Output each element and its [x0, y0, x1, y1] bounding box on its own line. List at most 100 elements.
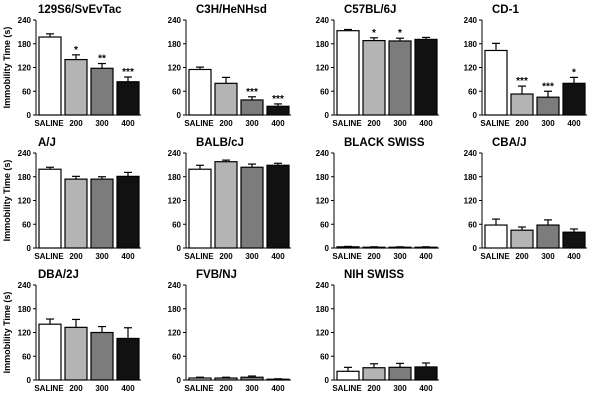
x-tick-label: SALINE — [34, 119, 64, 128]
significance-mark: *** — [516, 76, 528, 87]
significance-mark: *** — [122, 67, 134, 78]
panel-title: CBA/J — [492, 137, 527, 149]
bar — [214, 377, 238, 381]
bar — [240, 166, 264, 249]
bar — [64, 326, 88, 381]
bar — [38, 323, 62, 381]
x-tick-label: 300 — [393, 252, 407, 261]
y-tick-label: 120 — [168, 197, 182, 206]
panel-title: BALB/cJ — [196, 137, 244, 149]
bar — [336, 246, 360, 249]
bar — [240, 376, 264, 381]
x-tick-label: 300 — [541, 119, 555, 128]
y-tick-label: 180 — [316, 173, 330, 182]
x-tick-label: 300 — [393, 384, 407, 393]
panel-title: 129S6/SvEvTac — [38, 4, 122, 16]
x-tick-label: 400 — [271, 252, 285, 261]
x-tick-label: SALINE — [332, 252, 362, 261]
bar — [116, 175, 140, 249]
y-tick-label: 240 — [18, 149, 32, 158]
x-tick-label: 300 — [95, 252, 109, 261]
panel-title: CD-1 — [492, 4, 519, 16]
bar — [336, 370, 360, 381]
bar — [414, 366, 438, 381]
bar — [362, 39, 386, 116]
x-tick-label: 300 — [245, 119, 259, 128]
bar — [116, 81, 140, 116]
y-tick-label: 180 — [168, 305, 182, 314]
y-tick-label: 240 — [168, 149, 182, 158]
panel-title: FVB/NJ — [196, 269, 237, 281]
x-tick-label: 200 — [219, 119, 233, 128]
y-tick-label: 60 — [172, 87, 181, 96]
bar — [388, 246, 412, 249]
y-tick-label: 180 — [18, 173, 32, 182]
x-tick-label: 200 — [69, 384, 83, 393]
y-tick-label: 0 — [27, 244, 32, 253]
significance-mark: *** — [272, 94, 284, 105]
y-tick-label: 120 — [18, 64, 32, 73]
x-tick-label: 300 — [95, 119, 109, 128]
x-tick-label: SALINE — [184, 384, 214, 393]
y-tick-label: 240 — [168, 281, 182, 290]
x-tick-label: 400 — [419, 252, 433, 261]
panel-title: NIH SWISS — [344, 269, 404, 281]
bar — [90, 178, 114, 249]
y-tick-label: 0 — [473, 244, 478, 253]
y-tick-label: 0 — [473, 111, 478, 120]
x-tick-label: 300 — [95, 384, 109, 393]
bar — [562, 231, 586, 249]
y-tick-label: 60 — [320, 352, 329, 361]
bar — [510, 93, 534, 116]
bar — [362, 367, 386, 381]
x-tick-label: 400 — [419, 119, 433, 128]
x-tick-label: 300 — [541, 252, 555, 261]
significance-mark: *** — [246, 87, 258, 98]
bar — [414, 246, 438, 249]
y-tick-label: 240 — [18, 16, 32, 25]
bar — [336, 30, 360, 116]
x-tick-label: 400 — [419, 384, 433, 393]
panel-title: DBA/2J — [38, 269, 79, 281]
y-tick-label: 180 — [168, 40, 182, 49]
bar — [90, 331, 114, 381]
x-tick-label: 200 — [69, 119, 83, 128]
x-tick-label: 200 — [515, 252, 529, 261]
bar — [414, 38, 438, 116]
y-axis-label: Immobility Time (s) — [2, 292, 12, 374]
bar — [388, 40, 412, 116]
x-tick-label: SALINE — [480, 119, 510, 128]
bar — [484, 224, 508, 249]
panel-title: C3H/HeNHsd — [196, 4, 267, 16]
y-tick-label: 120 — [464, 64, 478, 73]
bar — [266, 378, 290, 381]
y-tick-label: 60 — [172, 220, 181, 229]
x-tick-label: 200 — [367, 384, 381, 393]
x-tick-label: SALINE — [332, 119, 362, 128]
y-tick-label: 180 — [316, 40, 330, 49]
significance-mark: *** — [542, 81, 554, 92]
bar — [214, 82, 238, 116]
y-tick-label: 240 — [316, 149, 330, 158]
y-tick-label: 0 — [177, 244, 182, 253]
bar — [536, 224, 560, 249]
x-tick-label: SALINE — [34, 252, 64, 261]
x-tick-label: 400 — [121, 384, 135, 393]
y-tick-label: 60 — [468, 87, 477, 96]
significance-mark: * — [74, 45, 78, 56]
y-tick-label: 180 — [464, 40, 478, 49]
bar — [188, 377, 212, 381]
x-tick-label: 200 — [367, 252, 381, 261]
y-tick-label: 60 — [172, 352, 181, 361]
bar — [510, 229, 534, 249]
bar — [388, 366, 412, 381]
x-tick-label: 300 — [245, 252, 259, 261]
bar — [536, 96, 560, 116]
significance-mark: * — [572, 67, 576, 78]
y-tick-label: 180 — [18, 40, 32, 49]
y-tick-label: 0 — [325, 376, 330, 385]
y-tick-label: 180 — [18, 305, 32, 314]
y-tick-label: 180 — [464, 173, 478, 182]
bar — [266, 105, 290, 116]
y-tick-label: 180 — [316, 305, 330, 314]
